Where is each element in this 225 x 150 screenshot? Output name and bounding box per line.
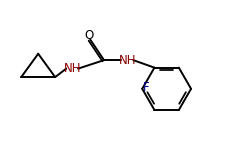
Text: NH: NH	[63, 62, 81, 75]
Text: O: O	[85, 29, 94, 42]
Text: F: F	[143, 81, 150, 94]
Text: NH: NH	[119, 54, 136, 67]
